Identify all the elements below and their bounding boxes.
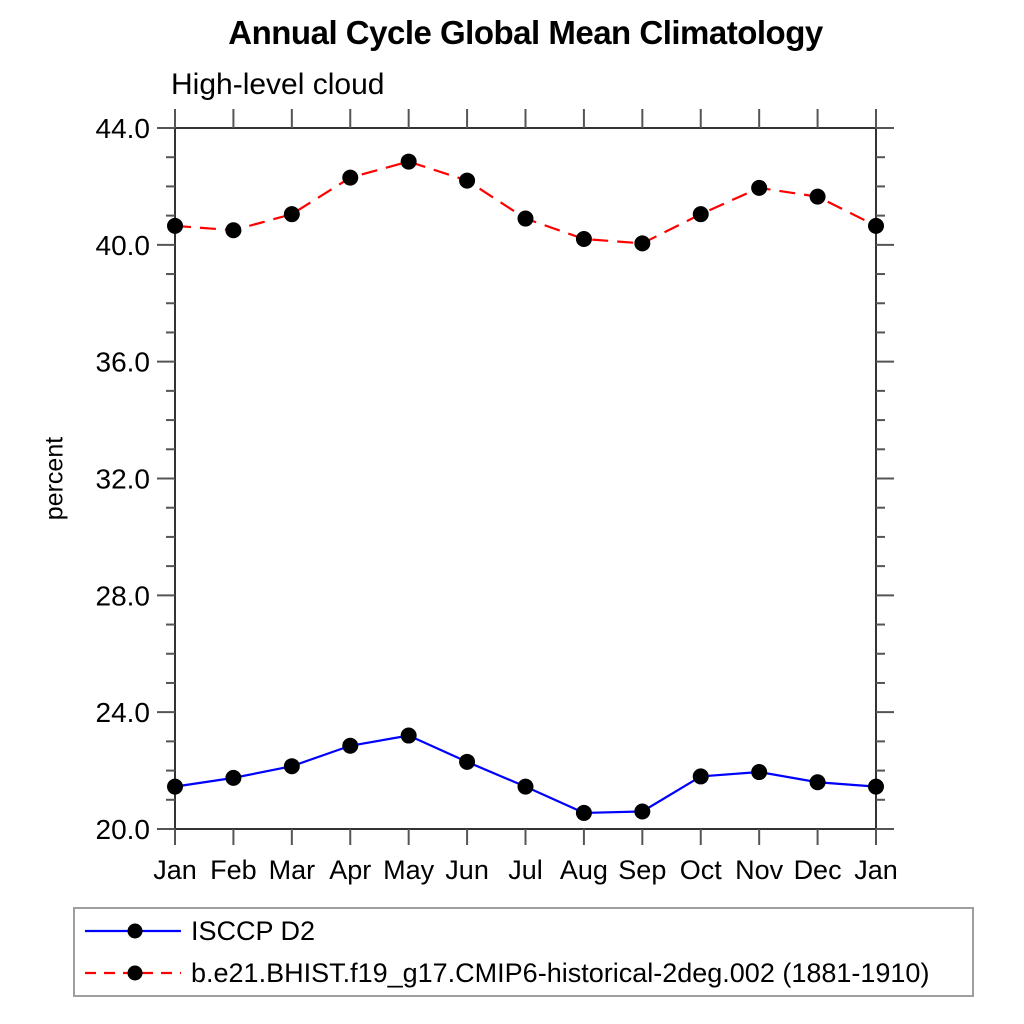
data-point-marker [809,774,826,791]
x-tick-label: Jul [508,855,543,885]
data-point-marker [634,803,651,820]
data-point-marker [225,769,242,786]
data-point-marker [692,768,709,785]
legend-sample-marker [127,965,143,981]
data-point-marker [283,206,300,223]
chart-subtitle: High-level cloud [171,68,385,101]
data-point-marker [692,206,709,223]
y-tick-label: 32.0 [96,464,151,495]
data-point-marker [225,222,242,239]
legend-item: b.e21.BHIST.f19_g17.CMIP6-historical-2de… [85,954,972,992]
legend-sample-marker [127,923,143,939]
y-tick-label: 28.0 [96,580,151,611]
data-point-marker [517,210,534,227]
series-line [174,734,877,815]
data-point-marker [634,235,651,252]
x-tick-label: Jan [153,855,197,885]
data-point-marker [809,188,826,205]
legend-label: b.e21.BHIST.f19_g17.CMIP6-historical-2de… [191,957,930,988]
legend-line-sample [85,965,181,981]
x-tick-label: Apr [329,855,371,885]
series-line [174,160,877,245]
data-point-marker [400,727,417,744]
legend: ISCCP D2 b.e21.BHIST.f19_g17.CMIP6-histo… [73,907,974,997]
data-point-marker [868,778,884,795]
data-point-marker [459,172,476,189]
data-point-marker [167,217,183,234]
x-tick-label: Jan [854,855,898,885]
data-point-marker [283,758,300,775]
x-tick-label: Mar [269,855,316,885]
y-tick-label: 40.0 [96,230,151,261]
y-tick-label: 24.0 [96,697,151,728]
data-point-marker [167,778,183,795]
x-tick-label: Dec [794,855,842,885]
data-point-marker [342,169,359,186]
plot-frame [174,127,877,830]
data-point-marker [751,179,768,196]
y-tick-label: 36.0 [96,347,151,378]
x-tick-label: May [383,855,435,885]
legend-line-sample [85,923,181,939]
chart-title: Annual Cycle Global Mean Climatology [228,14,823,51]
x-tick-label: Oct [680,855,723,885]
data-point-marker [517,778,534,795]
y-tick-label: 20.0 [96,814,151,845]
plot-area: 20.0 24.0 28.0 32.0 36.0 40.0 44.0 Jan Feb Mar Apr… [96,109,898,885]
x-tick-label: Feb [210,855,257,885]
data-point-marker [751,764,768,781]
data-point-marker [575,804,592,821]
x-tick-label: Jun [445,855,489,885]
x-tick-label: Sep [618,855,666,885]
data-point-marker [868,217,884,234]
data-point-marker [342,737,359,754]
legend-item: ISCCP D2 [85,912,972,950]
data-point-marker [575,230,592,247]
legend-label: ISCCP D2 [191,915,316,946]
data-point-marker [400,153,417,170]
x-tick-label: Aug [560,855,608,885]
y-tick-label: 44.0 [96,113,151,144]
data-point-marker [459,753,476,770]
x-tick-label: Nov [735,855,784,885]
